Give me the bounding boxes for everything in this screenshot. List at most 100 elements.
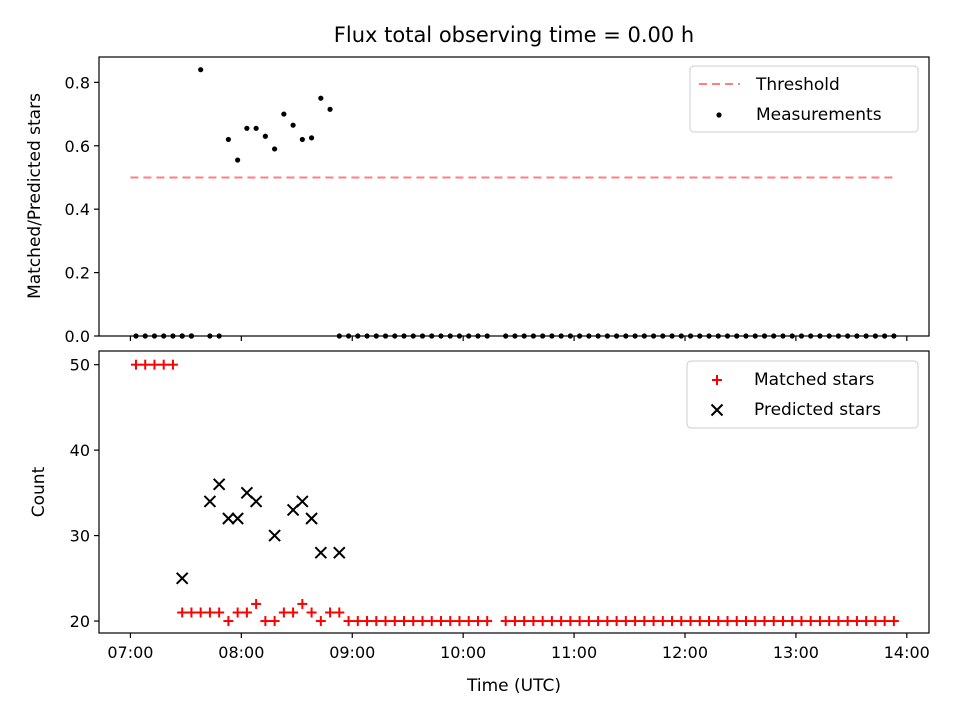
- figure-title: Flux total observing time = 0.00 h: [334, 23, 694, 47]
- matched-star-point: [740, 616, 751, 627]
- matched-star-point: [750, 616, 761, 627]
- measurement-point: [318, 95, 324, 101]
- top-y-axis-label: Matched/Predicted stars: [25, 93, 45, 299]
- matched-star-point: [214, 607, 225, 618]
- bottom-axes: 20 30 40 50 07:00 08:00 09:00 10:00 11:00 12:00 13…: [29, 350, 930, 696]
- bottom-x-tick-label: 10:00: [440, 643, 486, 662]
- top-y-tick-label: 0.6: [65, 137, 90, 156]
- matched-star-point: [463, 616, 474, 627]
- matched-star-point: [417, 616, 428, 627]
- matched-star-point: [454, 616, 465, 627]
- matched-star-point: [667, 616, 678, 627]
- matched-star-point: [842, 616, 853, 627]
- matched-star-point: [630, 616, 641, 627]
- matched-star-point: [768, 616, 779, 627]
- matched-star-point: [657, 616, 668, 627]
- top-y-tick-label: 0.8: [65, 73, 90, 92]
- matched-star-point: [389, 616, 400, 627]
- bottom-y-tick-label: 30: [70, 527, 90, 546]
- matched-star-point: [537, 616, 548, 627]
- predicted-star-point: [222, 512, 235, 525]
- matched-star-point: [315, 616, 326, 627]
- matched-star-point: [648, 616, 659, 627]
- bottom-x-tick-label: 08:00: [218, 643, 264, 662]
- measurement-point: [272, 146, 278, 152]
- bottom-y-tick-label: 50: [70, 356, 90, 375]
- predicted-star-point: [249, 495, 263, 508]
- bottom-y-axis-label: Count: [29, 466, 49, 517]
- legend-predicted-swatch: [710, 403, 724, 417]
- matched-star-point: [482, 616, 493, 627]
- top-axes: 0.00.20.40.60.8 Matched/Predicted stars …: [25, 56, 930, 346]
- matched-star-point: [251, 598, 262, 609]
- predicted-star-point: [296, 495, 309, 508]
- predicted-star-point: [212, 478, 226, 491]
- matched-star-point: [694, 616, 705, 627]
- matched-star-point: [611, 616, 622, 627]
- matched-star-point: [870, 616, 881, 627]
- matched-star-point: [241, 607, 252, 618]
- matched-star-point: [509, 616, 520, 627]
- predicted-star-point: [175, 572, 189, 585]
- predicted-star-point: [268, 529, 281, 542]
- predicted-star-point: [333, 546, 346, 559]
- matched-star-point: [879, 616, 890, 627]
- matched-star-point: [565, 616, 576, 627]
- measurement-point: [308, 135, 315, 141]
- measurement-point: [281, 111, 287, 117]
- measurement-point: [198, 67, 204, 73]
- matched-star-point: [260, 616, 271, 627]
- matched-star-point: [167, 359, 178, 370]
- matched-star-point: [519, 616, 530, 627]
- measurement-point: [262, 133, 268, 139]
- bottom-axes-frame: [98, 350, 930, 634]
- matched-star-point: [814, 616, 825, 627]
- matched-star-point: [676, 616, 687, 627]
- legend-matched-label: Matched stars: [754, 370, 874, 390]
- matched-star-point: [713, 616, 724, 627]
- matched-star-point: [232, 607, 243, 618]
- matched-star-point: [851, 616, 862, 627]
- bottom-x-tick-label: 09:00: [329, 643, 375, 662]
- top-ticks: 0.0 0.2 0.4 0.6 0.8: [65, 73, 908, 346]
- top-legend-box: [689, 65, 919, 133]
- matched-star-point: [435, 616, 446, 627]
- bottom-x-tick-label: 11:00: [551, 643, 597, 662]
- predicted-star-point: [305, 512, 318, 525]
- matched-star-point: [796, 616, 807, 627]
- top-y-tick-label: 0.2: [65, 264, 90, 283]
- matched-star-point: [223, 616, 234, 627]
- predicted-star-point: [231, 512, 244, 525]
- matched-star-point: [278, 607, 289, 618]
- matched-star-point: [426, 616, 437, 627]
- matched-star-point: [130, 359, 141, 370]
- matched-star-point: [343, 616, 354, 627]
- matched-star-point: [177, 607, 188, 618]
- matched-star-point: [500, 616, 511, 627]
- matched-star-point: [620, 616, 631, 627]
- matched-star-point: [334, 607, 345, 618]
- legend-measurements-swatch: [716, 112, 722, 118]
- bottom-y-tick-label: 40: [70, 441, 90, 460]
- measurement-point: [244, 125, 250, 131]
- predicted-star-point: [314, 546, 328, 559]
- bottom-ticks: 20 30 40 50 07:00 08:00 09:00 10:00 11:00 12:00 13…: [70, 356, 930, 662]
- matched-star-point: [528, 616, 539, 627]
- measurement-point: [235, 157, 241, 163]
- matched-star-point: [472, 616, 483, 627]
- matched-star-point: [149, 359, 160, 370]
- matched-star-point: [288, 607, 299, 618]
- legend-matched-swatch: [712, 375, 722, 385]
- matched-star-point: [408, 616, 419, 627]
- matched-star-point: [399, 616, 410, 627]
- measurement-point: [327, 106, 333, 112]
- top-y-tick-label: 0.0: [65, 327, 90, 346]
- matched-star-point: [352, 616, 363, 627]
- matched-star-point: [306, 607, 317, 618]
- matched-star-point: [204, 607, 215, 618]
- predicted-star-point: [203, 495, 217, 508]
- legend-measurements-label: Measurements: [756, 105, 882, 125]
- bottom-y-tick-label: 20: [70, 612, 90, 631]
- matched-star-point: [861, 616, 872, 627]
- matched-star-point: [445, 616, 456, 627]
